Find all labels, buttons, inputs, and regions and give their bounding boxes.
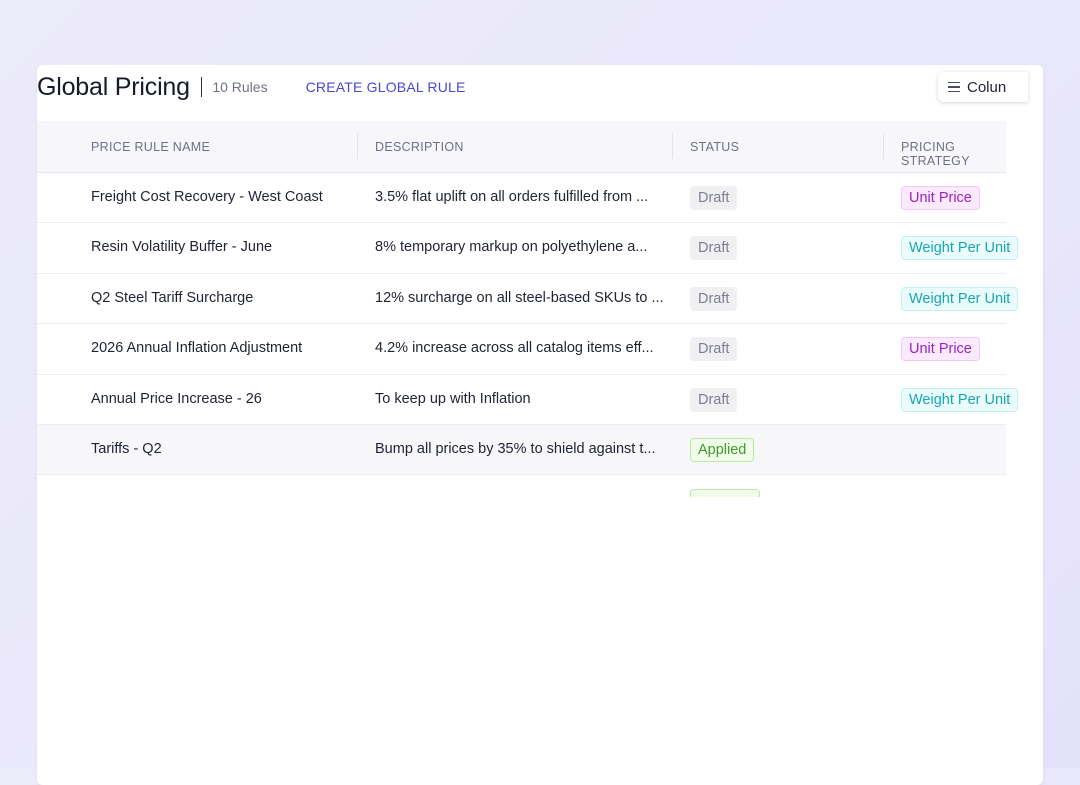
rule-count: 10 Rules (212, 79, 268, 95)
column-divider[interactable] (357, 133, 358, 159)
rule-description: 3.5% flat uplift on all orders fulfilled… (375, 189, 649, 205)
strategy-badge: Unit Price (901, 186, 980, 210)
rule-description: 4.2% increase across all catalog items e… (375, 340, 654, 357)
rule-name: Tariffs - Q2 (91, 440, 162, 457)
status-badge: Draft (690, 236, 738, 261)
status-badge: Applied (690, 437, 755, 462)
rule-name: Resin Volatility Buffer - June (91, 239, 273, 256)
table-row[interactable]: Tariffs - Q2 Bump all prices by 35% to s… (37, 424, 1006, 476)
table-row[interactable]: Resin Volatility Buffer - June 8% tempor… (37, 223, 1019, 274)
status-badge: Draft (690, 387, 738, 412)
status-badge: Draft (690, 337, 738, 362)
table-row[interactable]: Annual Price Increase - 26 To keep up wi… (37, 375, 1019, 425)
strategy-badge: Weight Per Unit (901, 286, 1019, 311)
rule-description: Bump all prices by 35% to shield against… (375, 440, 656, 457)
strategy-badge: Weight Per Unit (901, 387, 1019, 412)
column-header-name[interactable]: PRICE RULE NAME (91, 140, 211, 154)
rule-description: 12% surcharge on all steel-based SKUs to… (375, 289, 664, 306)
status-badge: Draft (690, 186, 738, 210)
rule-name: Freight Cost Recovery - West Coast (91, 189, 323, 205)
column-header-status[interactable]: STATUS (690, 140, 740, 154)
table-header: PRICE RULE NAME DESCRIPTION STATUS PRICI… (37, 121, 1006, 173)
title-divider (200, 77, 203, 97)
pricing-rules-table: PRICE RULE NAME DESCRIPTION STATUS PRICI… (37, 121, 1019, 498)
strategy-badge: Unit Price (901, 337, 980, 362)
column-divider[interactable] (672, 133, 673, 159)
hamburger-menu-icon (948, 82, 960, 92)
page-header: Global Pricing 10 Rules CREATE GLOBAL RU… (37, 70, 1037, 104)
rule-name: Q2 Steel Tariff Surcharge (91, 289, 254, 306)
columns-button-label: Colun (967, 78, 1007, 96)
rule-description: To keep up with Inflation (375, 390, 531, 407)
rule-name: Annual Price Increase - 26 (91, 390, 262, 407)
status-badge: Draft (690, 286, 738, 311)
table-row[interactable]: 2026 Annual Inflation Adjustment 4.2% in… (37, 324, 1006, 375)
create-global-rule-link[interactable]: CREATE GLOBAL RULE (305, 79, 466, 95)
rule-description: 8% temporary markup on polyethylene a... (375, 239, 648, 256)
page-title: Global Pricing (37, 72, 190, 101)
column-header-description[interactable]: DESCRIPTION (375, 140, 464, 154)
strategy-badge: Weight Per Unit (901, 236, 1019, 261)
columns-button[interactable]: Colun (938, 72, 1028, 102)
table-row-partial (37, 475, 1006, 498)
column-divider[interactable] (883, 133, 884, 159)
table-row[interactable]: Freight Cost Recovery - West Coast 3.5% … (37, 173, 1006, 224)
table-row[interactable]: Q2 Steel Tariff Surcharge 12% surcharge … (37, 274, 1019, 325)
column-header-pricing-strategy[interactable]: PRICING STRATEGY (901, 140, 970, 168)
status-badge-partial (690, 489, 760, 498)
rule-name: 2026 Annual Inflation Adjustment (91, 340, 303, 357)
